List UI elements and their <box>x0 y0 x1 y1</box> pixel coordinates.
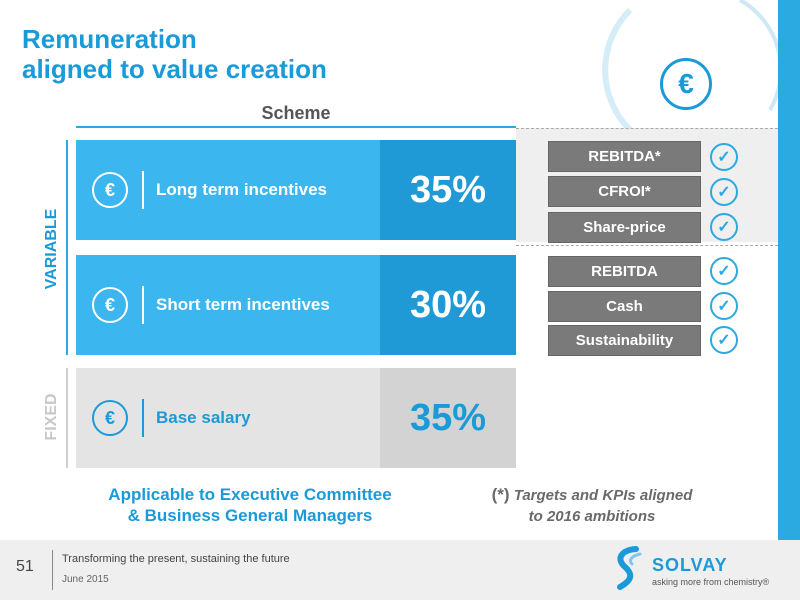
footer <box>0 540 800 600</box>
short-term-incentives-row: € Short term incentives 30% <box>76 255 516 355</box>
euro-icon: € <box>92 172 128 208</box>
applicability-note: Applicable to Executive Committee & Busi… <box>60 484 440 526</box>
euro-icon: € <box>660 58 712 110</box>
variable-bracket <box>66 140 68 355</box>
row-percent: 35% <box>380 368 516 468</box>
check-icon: ✓ <box>710 326 738 354</box>
title-line-2: aligned to value creation <box>22 54 327 84</box>
divider <box>142 171 144 209</box>
check-icon: ✓ <box>710 143 738 171</box>
base-salary-row: € Base salary 35% <box>76 368 516 468</box>
kpi-box: REBITDA <box>548 256 701 287</box>
footer-tagline: Transforming the present, sustaining the… <box>62 553 290 565</box>
scheme-heading: Scheme <box>261 103 331 123</box>
row-label: Base salary <box>156 408 251 427</box>
kpi-box: REBITDA* <box>548 141 701 172</box>
kpi-box: CFROI* <box>548 176 701 207</box>
row-percent: 35% <box>380 140 516 240</box>
applicability-line-2: & Business General Managers <box>127 506 373 525</box>
divider <box>142 286 144 324</box>
logo-tagline: asking more from chemistry® <box>652 577 770 587</box>
check-icon: ✓ <box>710 213 738 241</box>
row-label-cell: € Base salary <box>76 368 380 468</box>
row-label: Short term incentives <box>156 295 330 314</box>
check-icon: ✓ <box>710 178 738 206</box>
kpi-box: Share-price <box>548 212 701 243</box>
check-icon: ✓ <box>710 292 738 320</box>
long-term-incentives-row: € Long term incentives 35% <box>76 140 516 240</box>
euro-icon: € <box>92 287 128 323</box>
divider <box>52 550 53 590</box>
kpi-box: Cash <box>548 291 701 322</box>
scheme-underline <box>76 126 516 128</box>
applicability-line-1: Applicable to Executive Committee <box>108 485 392 504</box>
divider <box>142 399 144 437</box>
variable-label: VARIABLE <box>43 208 60 290</box>
divider <box>516 128 778 129</box>
row-percent: 30% <box>380 255 516 355</box>
row-label: Long term incentives <box>156 180 327 199</box>
right-accent-band <box>778 0 800 540</box>
euro-icon: € <box>92 400 128 436</box>
divider <box>516 245 778 246</box>
row-label-cell: € Long term incentives <box>76 140 380 240</box>
fixed-bracket <box>66 368 68 468</box>
footnote-marker: (*) <box>491 485 510 504</box>
title-line-1: Remuneration <box>22 24 197 54</box>
row-label-cell: € Short term incentives <box>76 255 380 355</box>
footnote-line-2: to 2016 ambitions <box>528 508 656 525</box>
footnote: (*) Targets and KPIs aligned to 2016 amb… <box>462 484 722 527</box>
solvay-logo-icon <box>617 546 642 590</box>
footnote-line-1: Targets and KPIs aligned <box>513 487 693 504</box>
page-title: Remuneration aligned to value creation <box>22 24 327 84</box>
footer-date: June 2015 <box>62 574 109 585</box>
kpi-box: Sustainability <box>548 325 701 356</box>
logo-name: SOLVAY <box>652 555 728 575</box>
page-number: 51 <box>16 558 34 575</box>
fixed-label: FIXED <box>43 393 60 441</box>
check-icon: ✓ <box>710 257 738 285</box>
